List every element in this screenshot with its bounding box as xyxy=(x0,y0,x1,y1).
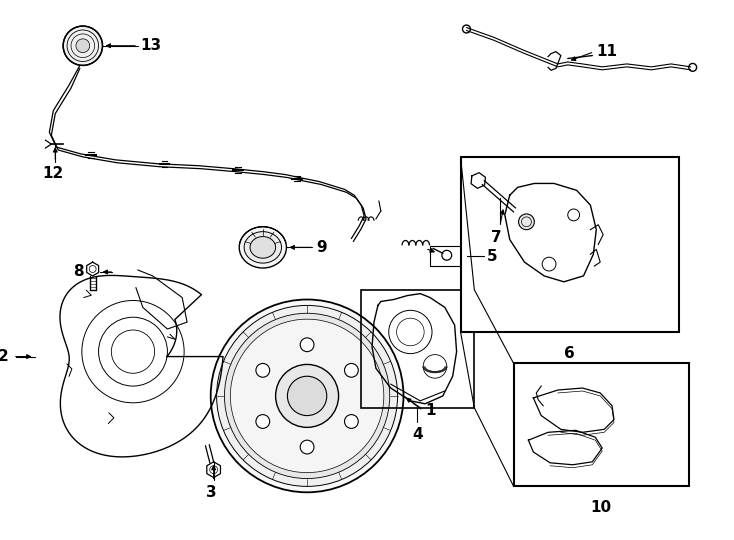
Circle shape xyxy=(288,376,327,416)
Circle shape xyxy=(300,338,314,352)
Text: 13: 13 xyxy=(140,38,161,53)
Text: 3: 3 xyxy=(206,485,217,501)
Circle shape xyxy=(63,26,103,65)
Text: 10: 10 xyxy=(591,500,611,515)
Text: 1: 1 xyxy=(425,403,436,418)
Text: 2: 2 xyxy=(0,349,8,364)
Circle shape xyxy=(225,313,390,478)
Ellipse shape xyxy=(244,232,282,263)
Ellipse shape xyxy=(239,227,286,268)
Text: 4: 4 xyxy=(413,427,423,442)
Bar xyxy=(361,289,474,408)
Circle shape xyxy=(256,415,269,428)
Circle shape xyxy=(519,214,534,230)
Circle shape xyxy=(688,63,697,71)
Text: 11: 11 xyxy=(596,44,617,59)
Bar xyxy=(430,246,468,266)
Text: 8: 8 xyxy=(73,265,84,280)
Text: 12: 12 xyxy=(43,166,64,181)
Circle shape xyxy=(462,25,470,33)
Circle shape xyxy=(211,300,404,492)
Ellipse shape xyxy=(250,237,275,258)
Circle shape xyxy=(275,364,338,427)
Text: 6: 6 xyxy=(564,346,575,361)
Circle shape xyxy=(230,319,384,472)
Circle shape xyxy=(344,415,358,428)
Text: 9: 9 xyxy=(316,240,327,255)
Text: 7: 7 xyxy=(490,230,501,245)
Circle shape xyxy=(76,39,90,52)
Text: 5: 5 xyxy=(487,249,498,264)
Bar xyxy=(460,157,679,332)
Circle shape xyxy=(256,363,269,377)
Circle shape xyxy=(217,306,398,487)
Circle shape xyxy=(300,440,314,454)
Bar xyxy=(514,363,688,487)
Circle shape xyxy=(344,363,358,377)
